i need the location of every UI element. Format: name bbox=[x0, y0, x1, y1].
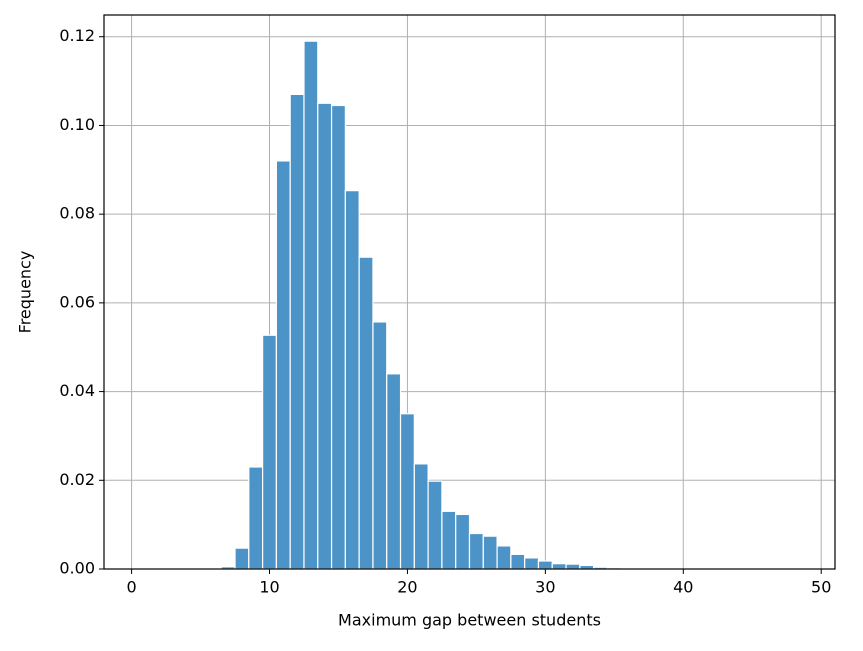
x-axis-label: Maximum gap between students bbox=[338, 611, 601, 630]
x-tick-label: 10 bbox=[259, 578, 279, 597]
y-tick-label: 0.10 bbox=[59, 115, 95, 134]
x-tick-label: 0 bbox=[126, 578, 136, 597]
bar bbox=[537, 560, 553, 570]
bar bbox=[496, 545, 512, 570]
bar bbox=[234, 547, 250, 570]
x-tick-label: 50 bbox=[811, 578, 831, 597]
bar bbox=[565, 563, 581, 570]
bar bbox=[482, 535, 498, 570]
bar bbox=[510, 553, 526, 570]
bar bbox=[413, 463, 429, 570]
y-tick-label: 0.00 bbox=[59, 559, 95, 578]
bar bbox=[372, 321, 388, 570]
plot-frame bbox=[103, 14, 836, 570]
bar bbox=[551, 563, 567, 570]
bar bbox=[427, 480, 443, 570]
bar bbox=[441, 510, 457, 570]
bar bbox=[358, 256, 374, 570]
bar bbox=[399, 413, 415, 570]
bar bbox=[248, 466, 264, 570]
bar bbox=[330, 104, 346, 570]
y-tick-label: 0.04 bbox=[59, 381, 95, 400]
y-tick-label: 0.06 bbox=[59, 292, 95, 311]
bar bbox=[275, 160, 291, 570]
bar bbox=[455, 513, 471, 570]
bar bbox=[289, 93, 305, 570]
y-axis-label: Frequency bbox=[16, 251, 35, 334]
bar bbox=[386, 373, 402, 570]
bar bbox=[468, 532, 484, 570]
x-tick-label: 30 bbox=[535, 578, 555, 597]
bar bbox=[262, 334, 278, 570]
bar bbox=[524, 557, 540, 570]
y-tick-label: 0.12 bbox=[59, 26, 95, 45]
bar bbox=[344, 190, 360, 570]
bar bbox=[317, 102, 333, 570]
x-tick-label: 40 bbox=[673, 578, 693, 597]
bar bbox=[303, 40, 319, 570]
y-tick-label: 0.08 bbox=[59, 204, 95, 223]
x-tick-label: 20 bbox=[397, 578, 417, 597]
y-tick-label: 0.02 bbox=[59, 470, 95, 489]
